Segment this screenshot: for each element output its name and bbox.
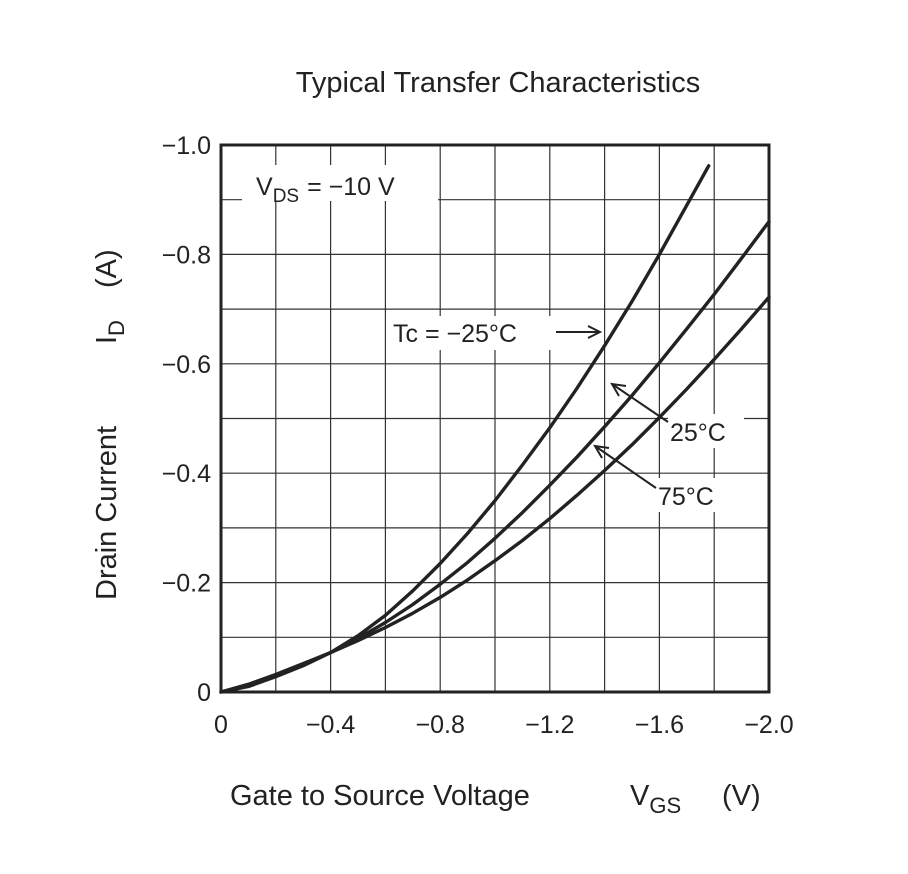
y-tick-label: −1.0 — [162, 132, 211, 160]
annotation-background-75 — [656, 478, 732, 512]
y-axis-symbol: I — [91, 336, 123, 344]
condition-symbol: V — [256, 173, 273, 201]
condition-value: = −10 V — [307, 173, 395, 201]
x-tick-label: −1.6 — [635, 711, 684, 739]
x-tick-label: −0.4 — [306, 711, 355, 739]
annotation-arrow-75 — [594, 445, 657, 489]
x-tick-label: 0 — [214, 711, 228, 739]
condition-subscript: DS — [273, 186, 299, 207]
y-axis-label: Drain Current — [91, 426, 123, 600]
y-tick-label: 0 — [197, 679, 211, 707]
annotation-background-minus25 — [390, 316, 556, 350]
condition-label-background — [242, 165, 438, 201]
x-axis-symbol: V — [630, 780, 650, 812]
annotation-arrowhead-minus25 — [587, 325, 603, 339]
plot-frame — [219, 143, 771, 694]
y-tick-label: −0.6 — [162, 351, 211, 379]
y-axis-subscript: D — [104, 320, 129, 336]
x-axis-subscript: GS — [649, 793, 681, 818]
chart-title: Typical Transfer Characteristics — [296, 67, 701, 99]
y-axis-unit: (A) — [91, 249, 123, 288]
annotation-arrowhead-75 — [593, 444, 610, 459]
x-tick-label: −2.0 — [744, 711, 793, 739]
x-axis-unit: (V) — [722, 780, 761, 812]
annotation-label-25: 25°C — [670, 419, 726, 447]
x-tick-label: −1.2 — [525, 711, 574, 739]
x-tick-label: −0.8 — [416, 711, 465, 739]
series-line-2 — [219, 295, 771, 694]
condition-label: VDS = −10 V — [256, 173, 395, 207]
annotation-arrowhead-25 — [610, 382, 627, 397]
series-lines — [219, 164, 771, 694]
annotation-background-25 — [668, 414, 744, 448]
y-tick-label: −0.2 — [162, 570, 211, 598]
y-tick-label: −0.4 — [162, 460, 211, 488]
y-axis-title: Drain Current ID (A) — [91, 249, 129, 600]
series-line-0 — [219, 164, 711, 694]
annotation-arrow-25 — [611, 383, 669, 423]
x-axis-label: Gate to Source Voltage — [230, 780, 530, 812]
annotation-label-75: 75°C — [658, 483, 714, 511]
y-tick-label: −0.8 — [162, 241, 211, 269]
annotation-label-minus25: Tc = −25°C — [393, 320, 517, 348]
y-tick-labels: 0 −0.2 −0.4 −0.6 −0.8 −1.0 — [162, 132, 211, 707]
x-axis-title: Gate to Source Voltage VGS (V) — [230, 780, 761, 818]
x-tick-labels: 0 −0.4 −0.8 −1.2 −1.6 −2.0 — [214, 711, 794, 739]
